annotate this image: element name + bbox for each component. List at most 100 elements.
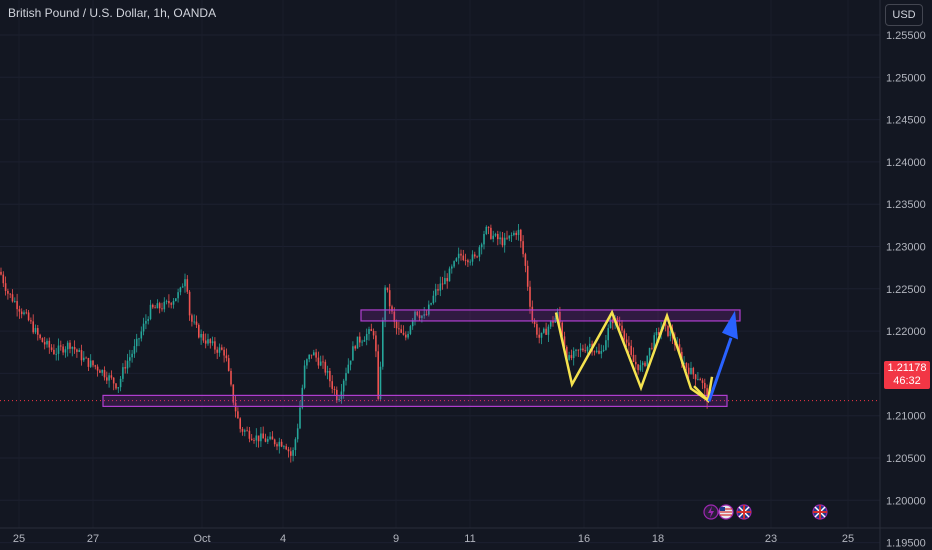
candle-body <box>14 301 16 302</box>
candle-body <box>382 320 384 367</box>
candle-body <box>50 347 53 350</box>
candle-body <box>425 314 428 316</box>
candle-body <box>453 261 455 267</box>
price-axis[interactable]: 1.25500 1.25000 1.24500 1.24000 1.23500 1.230… <box>886 30 926 550</box>
candle-body <box>471 254 474 262</box>
candle-body <box>540 332 543 338</box>
blue-arrow-shaft <box>707 337 733 402</box>
candle-body <box>230 370 232 385</box>
price-axis-label: 1.22000 <box>886 326 926 338</box>
candle-body <box>156 303 159 309</box>
candle-body <box>533 320 536 325</box>
candle-body <box>494 233 497 236</box>
candle-body <box>515 232 517 235</box>
resistance-zone[interactable] <box>360 309 741 322</box>
drawing-zones[interactable] <box>102 309 741 407</box>
candle-body <box>561 322 563 337</box>
time-axis-label: 18 <box>652 533 664 545</box>
symbol-title: British Pound / U.S. Dollar, 1h, OANDA <box>8 6 217 20</box>
candle-body <box>593 351 596 353</box>
candle-body <box>639 365 642 371</box>
candle-body <box>480 244 483 248</box>
candle-body <box>508 235 511 239</box>
candle-body <box>644 362 646 366</box>
candle-body <box>566 346 568 360</box>
price-axis-label: 1.25500 <box>886 30 926 42</box>
candle-body <box>23 312 25 315</box>
candle-body <box>575 349 577 351</box>
us-flag-icon[interactable] <box>718 504 734 520</box>
candle-body <box>586 347 589 352</box>
candle-body <box>294 439 297 451</box>
candle-body <box>386 287 389 291</box>
candle-body <box>64 349 67 353</box>
candle-body <box>520 229 522 242</box>
blue-up-arrow[interactable] <box>693 310 738 404</box>
price-axis-label: 1.19500 <box>886 538 926 550</box>
uk-flag-icon[interactable] <box>812 504 828 520</box>
candle-body <box>697 379 699 380</box>
candle-body <box>522 241 524 255</box>
candle-body <box>497 233 499 240</box>
candle-body <box>112 377 115 384</box>
candle-body <box>669 331 672 336</box>
time-axis-label: 11 <box>464 533 475 545</box>
candle-body <box>501 237 504 246</box>
candle-body <box>214 341 216 350</box>
candle-body <box>246 430 248 432</box>
candle-body <box>135 338 138 347</box>
candle-body <box>2 274 5 284</box>
candle-body <box>216 349 218 353</box>
candle-body <box>618 323 621 326</box>
candle-body <box>280 441 283 447</box>
candle-body <box>32 321 34 333</box>
candle-body <box>184 279 186 287</box>
lightning-icon[interactable] <box>703 504 719 520</box>
time-axis-label: 27 <box>87 533 99 545</box>
candle-body <box>506 237 508 239</box>
candle-body <box>46 340 48 345</box>
candle-body <box>257 435 260 442</box>
currency-button[interactable]: USD <box>885 4 923 26</box>
candle-body <box>25 312 28 314</box>
candle-body <box>165 301 168 302</box>
candle-body <box>402 332 405 335</box>
candle-body <box>687 367 690 375</box>
candle-body <box>434 289 437 296</box>
candle-body <box>177 292 179 299</box>
events-row[interactable] <box>703 504 828 520</box>
candle-body <box>492 235 494 239</box>
candle-body <box>457 253 460 259</box>
candle-body <box>437 289 439 291</box>
uk-flag-icon[interactable] <box>736 504 752 520</box>
candle-body <box>345 373 347 381</box>
time-axis[interactable]: 25 27 Oct 4 9 11 16 18 23 25 <box>13 533 854 545</box>
time-axis-label: 23 <box>765 533 777 545</box>
candle-body <box>37 328 39 335</box>
price-axis-label: 1.20500 <box>886 453 926 465</box>
candle-body <box>664 324 667 326</box>
candle-body <box>579 348 582 351</box>
candle-body <box>218 347 221 353</box>
candle-body <box>200 333 202 338</box>
price-axis-label: 1.23000 <box>886 242 926 254</box>
support-zone[interactable] <box>102 394 728 407</box>
candle-body <box>53 349 55 354</box>
candle-body <box>651 347 653 349</box>
candle-body <box>221 347 223 350</box>
candle-body <box>188 291 191 316</box>
candle-body <box>34 328 37 333</box>
candle-body <box>379 366 382 399</box>
candle-body <box>476 256 478 258</box>
price-axis-label: 1.24500 <box>886 115 926 127</box>
candle-body <box>375 335 377 352</box>
candle-body <box>310 354 313 356</box>
zigzag-pattern-line[interactable] <box>554 309 709 402</box>
candle-body <box>276 444 278 447</box>
candle-body <box>421 315 423 318</box>
candle-body <box>41 338 44 343</box>
candle-body <box>138 338 140 340</box>
candle-body <box>690 368 692 375</box>
candle-body <box>71 346 74 349</box>
